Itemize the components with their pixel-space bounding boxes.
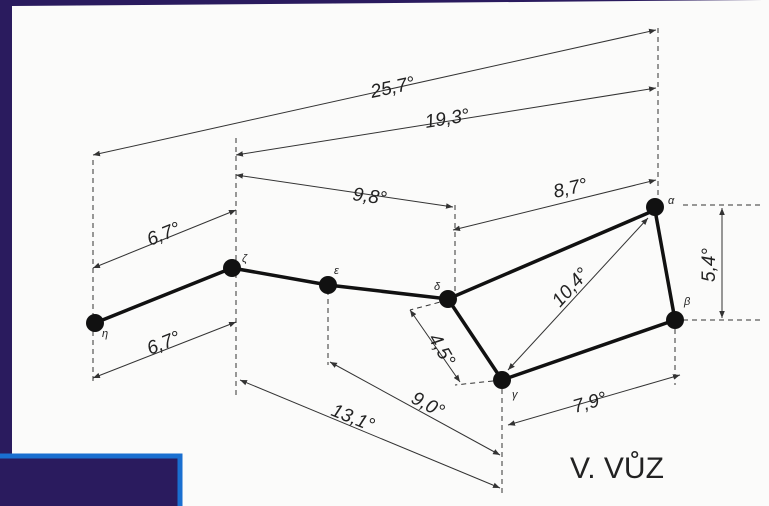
distance-label: 9,8° xyxy=(351,184,388,210)
frame xyxy=(0,453,183,506)
title: V. VŮZ xyxy=(570,451,664,485)
star xyxy=(223,259,241,277)
star-label: ζ xyxy=(242,253,248,265)
star xyxy=(493,371,511,389)
star xyxy=(319,276,337,294)
stars xyxy=(86,198,684,389)
distance-label: 5,4° xyxy=(699,248,720,282)
star xyxy=(439,290,457,308)
star xyxy=(646,198,664,216)
star-label: β xyxy=(683,296,691,308)
star-label: η xyxy=(102,328,108,340)
star-label: δ xyxy=(434,281,441,293)
star xyxy=(86,314,104,332)
star-label: α xyxy=(668,195,675,207)
star-label: ε xyxy=(334,265,339,277)
paper xyxy=(12,0,769,506)
star xyxy=(666,311,684,329)
star-label: γ xyxy=(512,389,519,401)
dimension-lines xyxy=(92,28,725,489)
